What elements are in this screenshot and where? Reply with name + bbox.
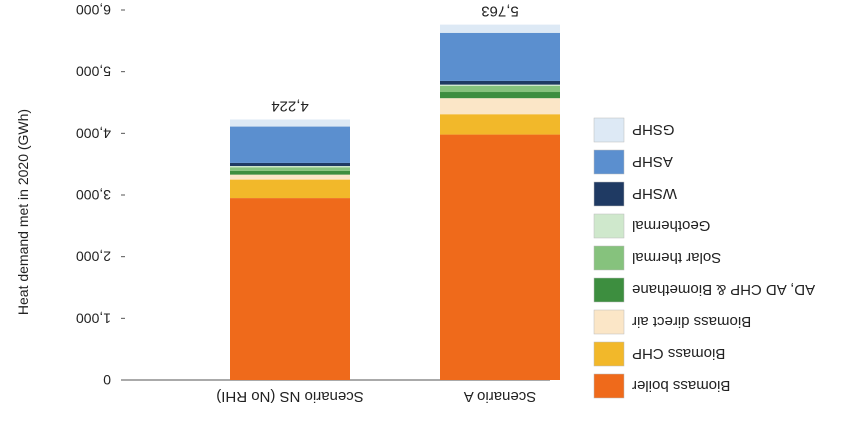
- bar-segment: [440, 98, 560, 115]
- legend-label: GSHP: [632, 121, 675, 138]
- y-tick-label: 1,000: [76, 310, 111, 326]
- bar-total-label: 4,224: [271, 98, 309, 115]
- bar-segment: [440, 32, 560, 81]
- legend-label: Solar thermal: [632, 249, 721, 266]
- bar-segment: [230, 198, 350, 380]
- bar-segment: [230, 119, 350, 127]
- bar-segment: [440, 80, 560, 85]
- legend-label: AD, AD CHP & Biomethane: [632, 281, 815, 298]
- bar-segment: [440, 92, 560, 99]
- bar-segment: [230, 166, 350, 168]
- legend-label: Biomass direct air: [632, 313, 751, 330]
- legend-label: Biomass boiler: [632, 377, 730, 394]
- legend-label: Geothermal: [632, 217, 710, 234]
- bar-segment: [440, 114, 560, 135]
- legend-swatch: [593, 373, 625, 399]
- bar-segment: [230, 170, 350, 175]
- y-axis: 0 1,000 2,000 3,000 4,000 5,000 6,000: [76, 2, 550, 388]
- legend-swatch: [593, 213, 625, 239]
- legend-swatch: [593, 181, 625, 207]
- legend-label: WSHP: [632, 185, 677, 202]
- legend-swatch: [593, 245, 625, 271]
- bar-segment: [230, 167, 350, 171]
- bar-segment: [230, 174, 350, 180]
- category-label: Scenario A: [464, 388, 537, 405]
- bar-labels: 4,224 Scenario NS (No RHI) 5,763 Scenario A: [216, 3, 536, 405]
- bar-segment: [230, 162, 350, 167]
- y-tick-label: 4,000: [76, 125, 111, 141]
- y-axis-title: Heat demand met in 2020 (GWh): [15, 109, 31, 315]
- y-tick-label: 3,000: [76, 187, 111, 203]
- bar-segment: [440, 85, 560, 93]
- bar-segment: [440, 84, 560, 86]
- legend-label: Biomass CHP: [632, 345, 725, 362]
- y-tick-label: 6,000: [76, 2, 111, 18]
- bar-total-label: 5,763: [481, 3, 519, 20]
- bars: [230, 24, 560, 380]
- y-tick-label: 2,000: [76, 249, 111, 265]
- legend-swatch: [593, 309, 625, 335]
- legend-swatch: [593, 117, 625, 143]
- bar-segment: [230, 179, 350, 199]
- y-tick-label: 0: [103, 372, 111, 388]
- legend: Biomass boiler Biomass CHP Biomass direct …: [593, 117, 815, 399]
- bar-segment: [440, 24, 560, 33]
- category-label: Scenario NS (No RHI): [216, 388, 364, 405]
- legend-swatch: [593, 341, 625, 367]
- legend-swatch: [593, 277, 625, 303]
- legend-swatch: [593, 149, 625, 175]
- y-tick-label: 5,000: [76, 64, 111, 80]
- bar-segment: [230, 126, 350, 163]
- bar-segment: [440, 134, 560, 380]
- legend-label: ASHP: [632, 153, 673, 170]
